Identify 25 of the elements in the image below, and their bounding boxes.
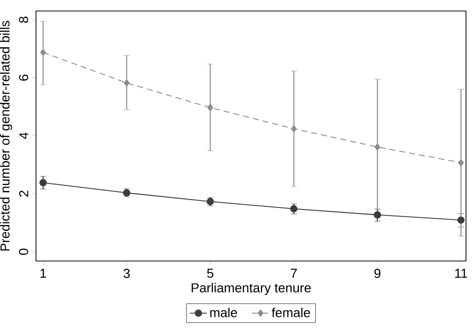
y-tick-label: 8 xyxy=(18,16,28,23)
x-tick-label: 5 xyxy=(207,268,214,278)
x-tick-label: 3 xyxy=(124,268,130,278)
y-tick-label: 4 xyxy=(19,132,28,140)
point xyxy=(457,216,465,224)
point xyxy=(374,143,380,151)
x-axis-title: Parliamentary tenure xyxy=(192,282,311,295)
point xyxy=(207,104,214,112)
legend-label: male xyxy=(210,308,237,318)
point xyxy=(39,179,47,186)
point xyxy=(124,79,130,87)
x-tick-label: 11 xyxy=(455,268,468,278)
y-tick-label: 0 xyxy=(18,248,28,255)
y-tick-label: 2 xyxy=(19,190,28,197)
x-tick-label: 1 xyxy=(40,268,46,278)
point xyxy=(290,125,297,132)
point xyxy=(458,159,464,166)
x-tick-label: 9 xyxy=(374,268,380,278)
point xyxy=(290,205,298,212)
y-axis-title: Predicted number of gender-related bills xyxy=(0,20,12,251)
legend-label: female xyxy=(272,308,310,318)
x-tick-label: 7 xyxy=(290,268,297,278)
point xyxy=(374,211,382,219)
point xyxy=(40,48,46,56)
y-tick-label: 6 xyxy=(18,74,28,81)
